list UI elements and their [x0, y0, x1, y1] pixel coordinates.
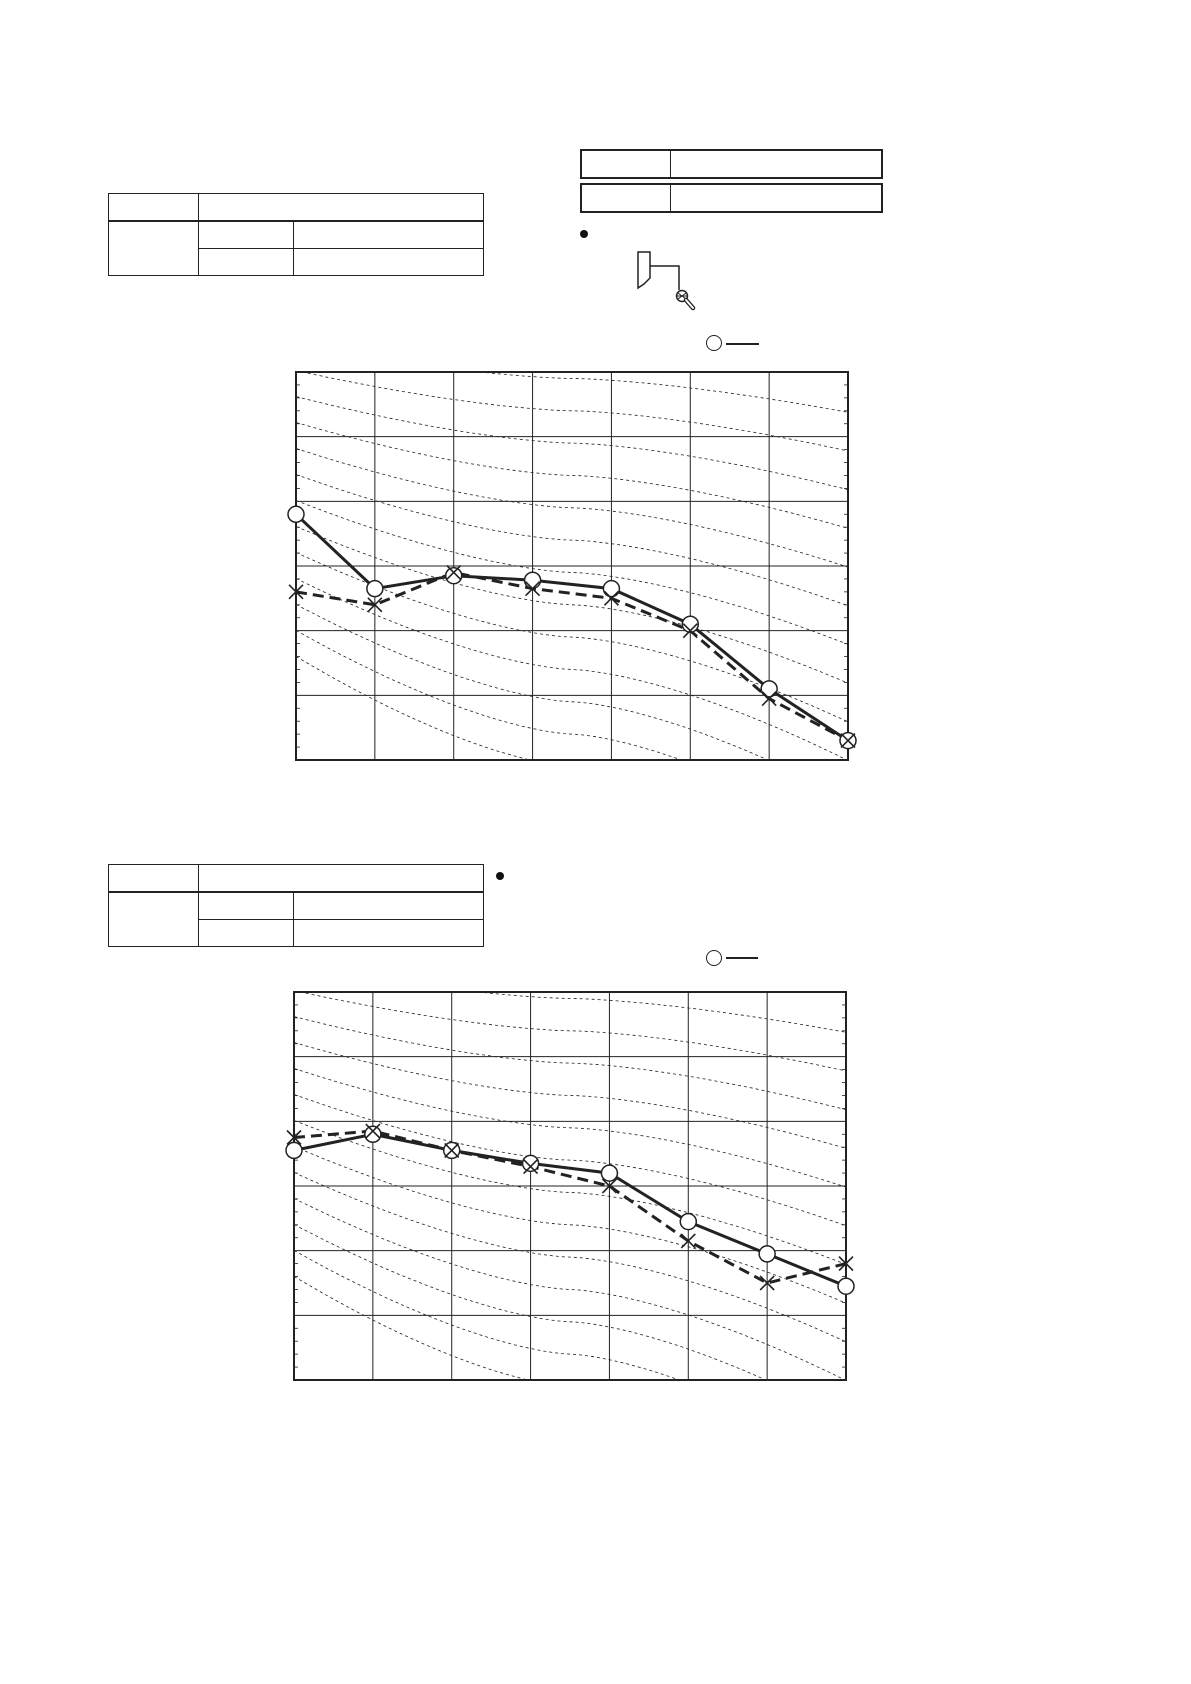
data-point-cross [525, 581, 541, 597]
data-point-circle [760, 680, 778, 698]
reference-curve [296, 422, 848, 529]
spec-table-1 [108, 193, 484, 276]
plot-frame [293, 991, 847, 1381]
data-point-circle [679, 1212, 698, 1231]
data-point-circle [681, 615, 700, 633]
data-point-circle [444, 566, 463, 585]
reference-curve [296, 526, 848, 684]
data-point-circle [521, 1154, 540, 1173]
data-point-circle [366, 579, 384, 598]
data-point-cross [286, 1129, 302, 1146]
data-point-cross [603, 590, 619, 606]
data-point-cross [365, 1123, 381, 1139]
condition-table-2-value-cell [670, 183, 883, 213]
reference-curve [294, 1172, 846, 1343]
spec-table-2-label-cell [108, 864, 199, 893]
data-point-cross [601, 1178, 617, 1194]
reference-curve [294, 1276, 531, 1380]
legend-circle-marker [706, 950, 722, 966]
condition-table-1-value-cell [670, 149, 883, 179]
spec-table-2-sub-label-cell [198, 919, 294, 947]
reference-curve [294, 1146, 846, 1304]
data-point-cross [682, 623, 698, 639]
data-point-circle [602, 579, 621, 598]
spec-table-2 [108, 864, 484, 947]
reference-curve [294, 1094, 846, 1227]
reference-curve [474, 992, 846, 1033]
spec-table-1-value-cell [198, 193, 484, 222]
reference-curve [294, 1224, 767, 1380]
data-point-circle [523, 571, 542, 589]
data-point-circle [364, 1125, 382, 1144]
data-point-circle [837, 1277, 855, 1295]
reference-curve [296, 630, 683, 760]
data-point-cross [444, 1142, 460, 1158]
spec-table-2-sub-value-cell [293, 891, 484, 920]
data-point-cross [840, 733, 856, 749]
condition-table-1 [580, 149, 883, 179]
condition-table-1-label-cell [580, 149, 671, 179]
spec-table-2-value-cell [198, 864, 484, 893]
legend-solid-line [726, 957, 758, 959]
spec-table-1-label-cell [108, 193, 199, 222]
reference-curve [294, 1198, 846, 1380]
reference-curve [296, 552, 848, 723]
data-point-circle [600, 1164, 619, 1182]
reference-curve [294, 1250, 681, 1380]
data-point-cross [759, 1275, 775, 1291]
spec-table-2-sub-value-cell [293, 919, 484, 947]
series-line-solid [293, 1132, 847, 1288]
unit-microphone-icon [637, 251, 696, 311]
reference-curve [294, 1120, 846, 1265]
series-line-solid [294, 513, 849, 742]
reference-curve [298, 992, 846, 1072]
bullet-marker [580, 230, 588, 238]
data-point-circle [758, 1245, 776, 1263]
spec-table-1-sub-value-cell [293, 220, 484, 249]
bullet-marker [496, 872, 504, 880]
legend-circle-marker [706, 335, 722, 351]
plot-frame [295, 371, 849, 761]
reference-curve [300, 372, 848, 452]
condition-table-2 [580, 183, 883, 213]
spec-table-2-sub-label-cell [198, 891, 294, 920]
series-line-dashed [295, 570, 849, 742]
reference-curve [296, 474, 848, 607]
data-point-circle [285, 1141, 303, 1160]
noise-chart-1 [287, 371, 857, 761]
data-point-cross [367, 597, 383, 613]
reference-curve [476, 372, 848, 413]
spec-table-1-sub-label-cell [198, 248, 294, 276]
spec-table-1-sub-value-cell [293, 248, 484, 276]
spec-table-1-group-cell [108, 220, 199, 276]
data-point-cross [761, 691, 777, 707]
data-point-cross [523, 1159, 539, 1175]
spec-table-1-sub-label-cell [198, 220, 294, 249]
condition-table-2-label-cell [580, 183, 671, 213]
data-point-cross [838, 1256, 854, 1272]
reference-curve [296, 604, 769, 760]
series-line-dashed [293, 1129, 847, 1285]
noise-chart-2 [285, 991, 855, 1381]
reference-curve [296, 396, 848, 491]
reference-curve [294, 1042, 846, 1149]
reference-curve [294, 1068, 846, 1188]
reference-curve [296, 656, 533, 760]
data-point-cross [446, 564, 462, 581]
reference-curve [294, 1016, 846, 1111]
reference-curve [296, 448, 848, 568]
data-point-circle [287, 505, 305, 524]
legend-solid-line [726, 343, 759, 345]
data-point-cross [288, 584, 304, 600]
data-point-cross [680, 1233, 696, 1249]
reference-curve [296, 500, 848, 645]
spec-table-2-group-cell [108, 891, 199, 947]
reference-curve [296, 578, 848, 760]
